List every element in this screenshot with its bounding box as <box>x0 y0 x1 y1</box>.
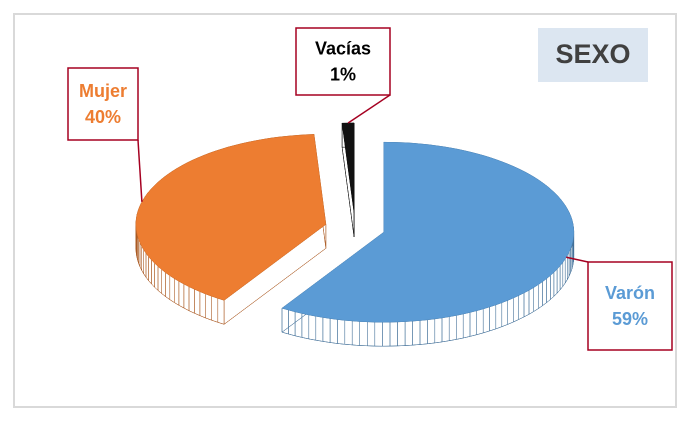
label-box <box>67 67 139 141</box>
label-box <box>295 27 391 96</box>
leader-line <box>566 256 589 263</box>
label-box <box>587 261 673 351</box>
category-label: Vacías <box>315 38 371 58</box>
labels: Varón 59% Mujer 40% Vacías 1% <box>67 27 673 351</box>
chart-title: SEXO <box>555 39 630 69</box>
leader-line <box>347 94 391 124</box>
value-label: 59% <box>612 309 648 329</box>
slice <box>341 122 355 214</box>
title-box <box>538 28 648 82</box>
value-label: 40% <box>85 107 121 127</box>
value-label: 1% <box>330 64 356 84</box>
leader-line <box>137 139 143 202</box>
pie <box>135 122 575 347</box>
slice <box>135 134 327 301</box>
slice <box>281 141 575 323</box>
category-label: Mujer <box>79 81 127 101</box>
category-label: Varón <box>605 283 655 303</box>
